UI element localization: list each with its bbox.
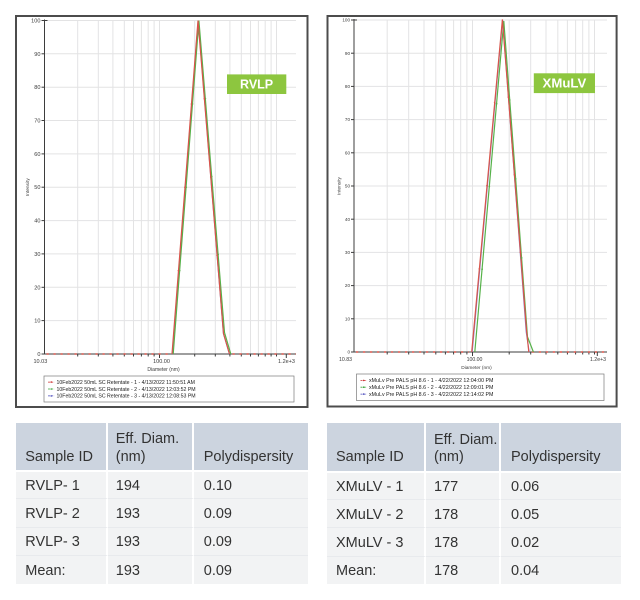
svg-text:Diameter (nm): Diameter (nm) bbox=[461, 365, 492, 371]
svg-text:Intensity: Intensity bbox=[337, 176, 343, 194]
svg-text:10.03: 10.03 bbox=[34, 359, 48, 365]
svg-text:10Feb2022 50mL SC Retentate -: 10Feb2022 50mL SC Retentate - 1 - 4/13/2… bbox=[57, 380, 195, 386]
svg-text:40: 40 bbox=[34, 219, 40, 225]
svg-text:30: 30 bbox=[34, 252, 40, 258]
svg-text:10Feb2022 50mL SC Retentate -: 10Feb2022 50mL SC Retentate - 2 - 4/13/2… bbox=[57, 387, 196, 393]
svg-text:90: 90 bbox=[34, 52, 40, 58]
svg-text:0: 0 bbox=[37, 352, 40, 358]
svg-text:Intensity: Intensity bbox=[25, 178, 31, 196]
svg-text:80: 80 bbox=[345, 84, 351, 89]
svg-text:30: 30 bbox=[345, 250, 351, 255]
svg-text:xMuLv Pre PALS pH 8.6 - 2 - 4/: xMuLv Pre PALS pH 8.6 - 2 - 4/22/2022 12… bbox=[369, 385, 493, 391]
svg-text:100: 100 bbox=[31, 19, 40, 25]
svg-text:90: 90 bbox=[345, 51, 351, 56]
svg-text:1.2e+3: 1.2e+3 bbox=[278, 359, 295, 365]
svg-text:xMuLv Pre PALS pH 8.6 - 1 - 4/: xMuLv Pre PALS pH 8.6 - 1 - 4/22/2022 12… bbox=[369, 378, 493, 384]
svg-text:10: 10 bbox=[34, 319, 40, 325]
svg-text:40: 40 bbox=[345, 217, 351, 222]
svg-text:60: 60 bbox=[345, 150, 351, 155]
svg-text:100.00: 100.00 bbox=[467, 357, 483, 363]
svg-text:10: 10 bbox=[345, 316, 351, 321]
svg-text:100.00: 100.00 bbox=[153, 359, 170, 365]
svg-text:70: 70 bbox=[345, 117, 351, 122]
svg-text:80: 80 bbox=[34, 85, 40, 91]
svg-text:20: 20 bbox=[345, 283, 351, 288]
svg-text:50: 50 bbox=[34, 185, 40, 191]
svg-text:XMuLV: XMuLV bbox=[543, 76, 587, 91]
svg-text:50: 50 bbox=[345, 184, 351, 189]
svg-text:100: 100 bbox=[342, 18, 350, 23]
svg-text:xMuLv Pre PALS pH 8.6 - 3 - 4/: xMuLv Pre PALS pH 8.6 - 3 - 4/22/2022 12… bbox=[369, 392, 493, 398]
svg-text:0: 0 bbox=[347, 350, 350, 355]
svg-text:10.83: 10.83 bbox=[339, 357, 352, 363]
svg-text:RVLP: RVLP bbox=[240, 78, 273, 92]
svg-text:Diameter (nm): Diameter (nm) bbox=[147, 367, 180, 373]
svg-text:1.2e+3: 1.2e+3 bbox=[590, 357, 606, 363]
svg-text:60: 60 bbox=[34, 152, 40, 158]
svg-text:70: 70 bbox=[34, 119, 40, 125]
svg-text:20: 20 bbox=[34, 285, 40, 291]
svg-text:10Feb2022 50mL SC Retentate -: 10Feb2022 50mL SC Retentate - 3 - 4/13/2… bbox=[57, 394, 196, 400]
